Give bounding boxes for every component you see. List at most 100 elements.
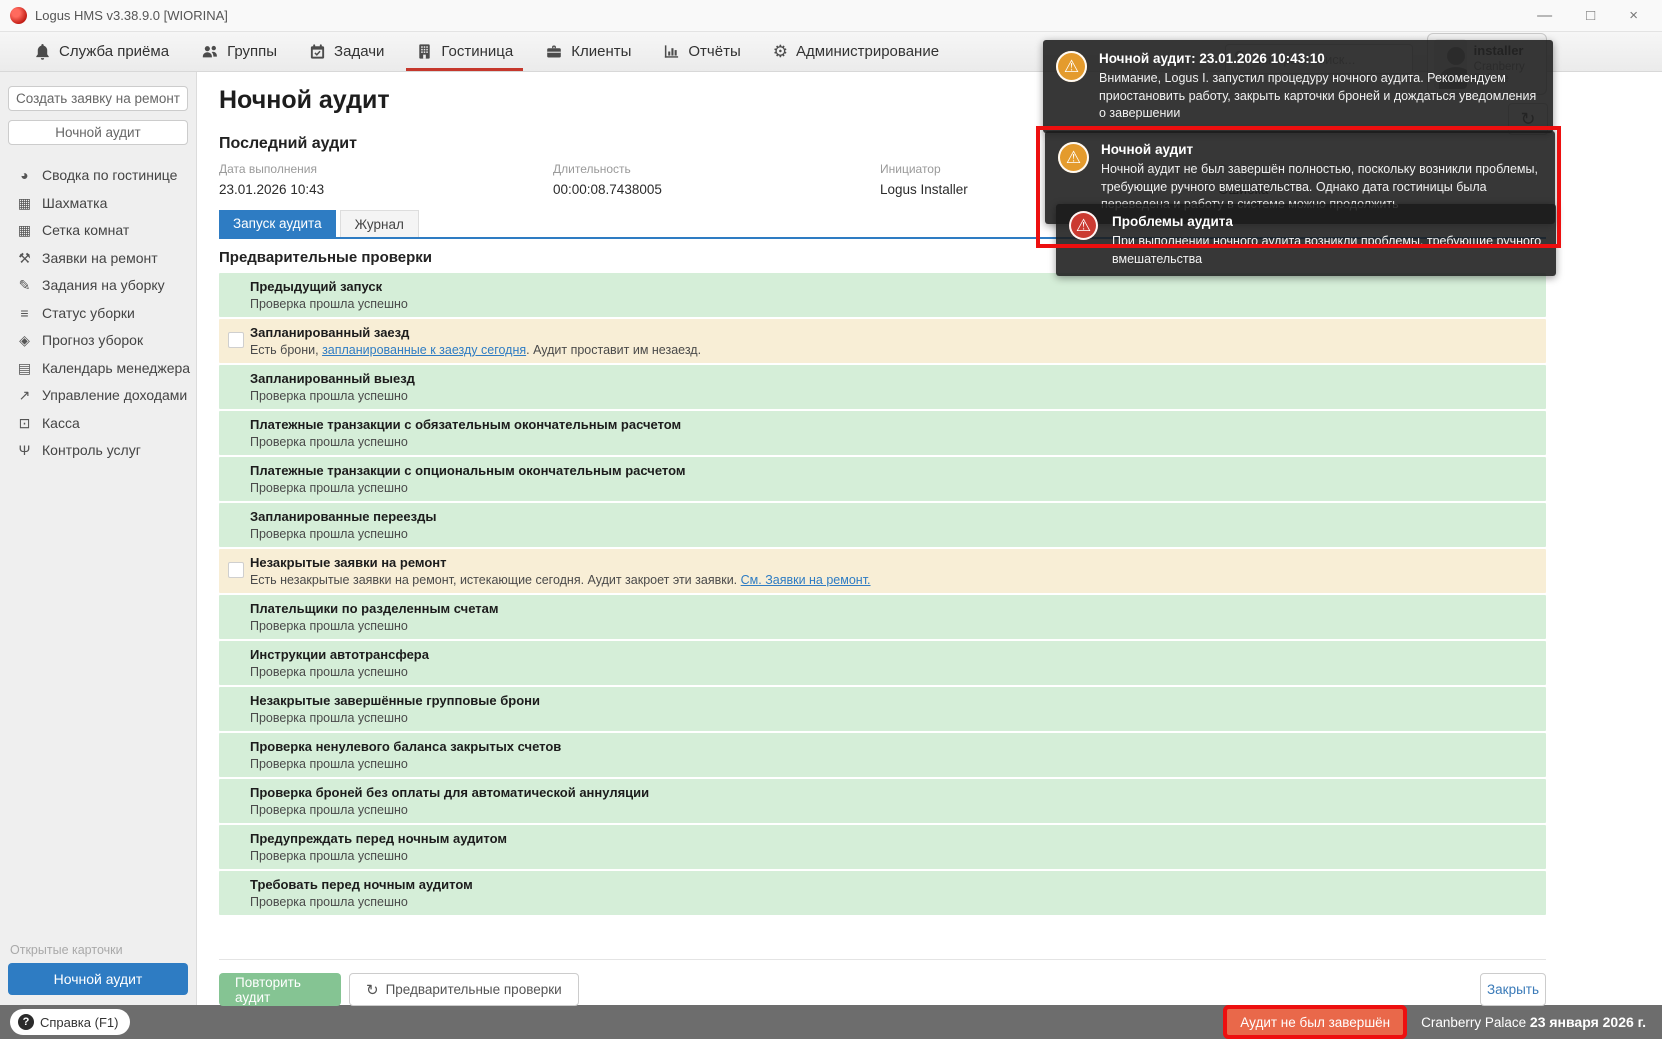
nav-item-clients[interactable]: Клиенты (529, 32, 647, 71)
nav-item-groups[interactable]: Группы (185, 32, 293, 71)
check-row: Запланированный выезд Проверка прошла усп… (219, 365, 1546, 409)
toast-title: Ночной аудит: 23.01.2026 10:43:10 (1099, 51, 1325, 66)
toast-body: Внимание, Logus I. запустил процедуру но… (1099, 71, 1537, 120)
status-bar: ? Справка (F1) Аудит не был завершён Cra… (0, 1005, 1662, 1039)
forecast-icon: ◈ (19, 332, 30, 348)
edit-icon: ✎ (18, 277, 31, 293)
bell-icon (34, 43, 51, 60)
repair-requests-link[interactable]: См. Заявки на ремонт. (740, 573, 871, 587)
nav-item-label: Служба приёма (59, 43, 170, 60)
nav-item-label: Клиенты (571, 43, 632, 60)
night-audit-button[interactable]: Ночной аудит (8, 120, 188, 145)
title-bar: Logus HMS v3.38.9.0 [WIORINA] — □ × (0, 0, 1662, 32)
sidebar-item-repair-requests[interactable]: ⚒ Заявки на ремонт (0, 245, 196, 273)
check-row: Незакрытые заявки на ремонт Есть незакры… (219, 549, 1546, 593)
check-row: Платежные транзакции с опциональным окон… (219, 457, 1546, 501)
cash-icon: ⊡ (18, 414, 31, 431)
check-checkbox[interactable] (228, 332, 244, 348)
grid-icon: ▦ (17, 222, 32, 238)
check-row: Требовать перед ночным аудитом Проверка п… (219, 871, 1546, 915)
sidebar-item-services-control[interactable]: Ψ Контроль услуг (0, 437, 196, 465)
toast-body: При выполнении ночного аудита возникли п… (1112, 234, 1542, 266)
nav-item-tasks[interactable]: Задачи (293, 32, 400, 71)
pie-chart-icon: ◕ (20, 167, 29, 183)
bar-chart-icon (663, 43, 680, 60)
check-row: Незакрытые завершённые групповые брони Пр… (219, 687, 1546, 731)
building-icon (416, 43, 433, 60)
wrench-icon: ⚒ (18, 249, 31, 266)
toast-title: Проблемы аудита (1112, 214, 1233, 229)
sidebar-item-room-chart[interactable]: ▦ Шахматка (17, 194, 108, 211)
open-cards-label: Открытые карточки (10, 943, 123, 957)
nav-item-label: Задачи (334, 43, 385, 60)
toast-audit-problems[interactable]: ⚠ Проблемы аудита При выполнении ночного… (1056, 204, 1556, 276)
last-audit-title: Последний аудит (219, 135, 357, 152)
users-icon (201, 43, 219, 60)
sidebar-item-cleaning-status[interactable]: ≡ Статус уборки (0, 300, 196, 328)
maximize-button[interactable]: □ (1586, 7, 1596, 24)
checks-list: Предыдущий запуск Проверка прошла успешно… (219, 273, 1546, 915)
open-card-night-audit[interactable]: Ночной аудит (8, 963, 188, 995)
date-label: Дата выполнения (219, 162, 317, 176)
close-page-button[interactable]: Закрыть (1480, 973, 1546, 1006)
check-row: Предупреждать перед ночным аудитом Провер… (219, 825, 1546, 869)
check-row: Проверка ненулевого баланса закрытых сче… (219, 733, 1546, 777)
tabs: Запуск аудита Журнал (219, 210, 1546, 239)
prechecks-button[interactable]: ↻ Предварительные проверки (349, 973, 579, 1006)
check-row: Запланированные переезды Проверка прошла … (219, 503, 1546, 547)
warning-icon: ⚠ (1056, 51, 1087, 82)
initiator-label: Инициатор (880, 162, 941, 176)
main-content: Ночной аудит Последний аудит Дата выполн… (197, 72, 1662, 1006)
sidebar-item-manager-calendar[interactable]: ▤ Календарь менеджера (17, 359, 191, 376)
sidebar-item-hotel-summary[interactable]: ◕ Сводка по гостинице (0, 162, 196, 190)
nav-item-label: Администрирование (796, 43, 940, 60)
question-icon: ? (18, 1014, 34, 1030)
window-title: Logus HMS v3.38.9.0 [WIORINA] (35, 8, 228, 23)
check-row: Платежные транзакции с обязательным окон… (219, 411, 1546, 455)
check-row: Инструкции автотрансфера Проверка прошла … (219, 641, 1546, 685)
toast-title: Ночной аудит (1101, 142, 1194, 157)
repeat-audit-button[interactable]: Повторить аудит (219, 973, 341, 1006)
check-row: Предыдущий запуск Проверка прошла успешно (219, 273, 1546, 317)
planned-arrivals-link[interactable]: запланированные к заезду сегодня (322, 343, 527, 357)
toast-night-audit-started[interactable]: ⚠ Ночной аудит: 23.01.2026 10:43:10 Вним… (1043, 40, 1553, 133)
app-logo-icon (10, 7, 27, 24)
sidebar-item-cleaning-forecast[interactable]: ◈ Прогноз уборок (0, 327, 196, 355)
tab-journal[interactable]: Журнал (339, 210, 419, 237)
sidebar-item-revenue-management[interactable]: ↗ Управление доходами (0, 382, 196, 410)
check-checkbox[interactable] (228, 562, 244, 578)
sidebar-item-cleaning-tasks[interactable]: ✎ Задания на уборку (0, 272, 196, 300)
duration-value: 00:00:08.7438005 (553, 182, 662, 197)
duration-label: Длительность (553, 162, 631, 176)
help-button[interactable]: ? Справка (F1) (10, 1009, 131, 1035)
list-icon: ≡ (20, 304, 29, 321)
tab-audit-run[interactable]: Запуск аудита (219, 210, 336, 237)
calendar-check-icon (309, 43, 326, 60)
nav-item-hotel[interactable]: Гостиница (400, 32, 529, 71)
minimize-button[interactable]: — (1537, 7, 1553, 24)
footer-divider (219, 959, 1546, 960)
services-icon: Ψ (18, 442, 31, 458)
refresh-icon: ↻ (366, 981, 379, 999)
chart-line-icon: ↗ (18, 387, 31, 403)
close-button[interactable]: × (1629, 7, 1638, 24)
warning-icon: ⚠ (1058, 142, 1089, 173)
gears-icon: ⚙ (772, 42, 788, 61)
hotel-name: Cranberry Palace (1421, 1015, 1527, 1030)
briefcase-icon (545, 43, 563, 60)
sidebar-item-room-grid[interactable]: ▦ Сетка комнат (17, 222, 130, 238)
grid-icon: ▦ (17, 194, 32, 211)
sidebar: Создать заявку на ремонт Ночной аудит ◕ С… (0, 72, 197, 1005)
business-date: 23 января 2026 г. (1529, 1014, 1646, 1030)
check-row: Проверка броней без оплаты для автоматич… (219, 779, 1546, 823)
nav-item-label: Гостиница (441, 43, 514, 60)
check-row: Запланированный заезд Есть брони, заплан… (219, 319, 1546, 363)
nav-item-reports[interactable]: Отчёты (647, 32, 756, 71)
hotel-date-status: Cranberry Palace 23 января 2026 г. (1421, 1014, 1652, 1030)
nav-item-front-desk[interactable]: Служба приёма (18, 32, 185, 71)
nav-item-administration[interactable]: ⚙ Администрирование (757, 32, 955, 71)
create-repair-request-button[interactable]: Создать заявку на ремонт (8, 86, 188, 111)
sidebar-item-cash-desk[interactable]: ⊡ Касса (0, 410, 196, 438)
nav-item-label: Группы (227, 43, 278, 60)
audit-not-finished-button[interactable]: Аудит не был завершён (1227, 1009, 1404, 1035)
